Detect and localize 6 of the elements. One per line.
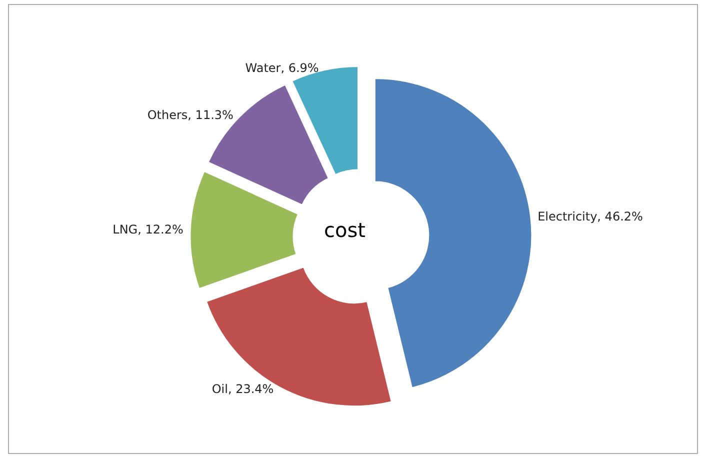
slice-label: Water, 6.9% [245, 61, 319, 76]
slice-label: Oil, 23.4% [212, 382, 274, 396]
slice-label: LNG, 12.2% [112, 222, 184, 236]
text: cost [324, 218, 366, 242]
slice-label: Others, 11.3% [147, 108, 234, 122]
slice-label: Electricity, 46.2% [538, 209, 643, 224]
